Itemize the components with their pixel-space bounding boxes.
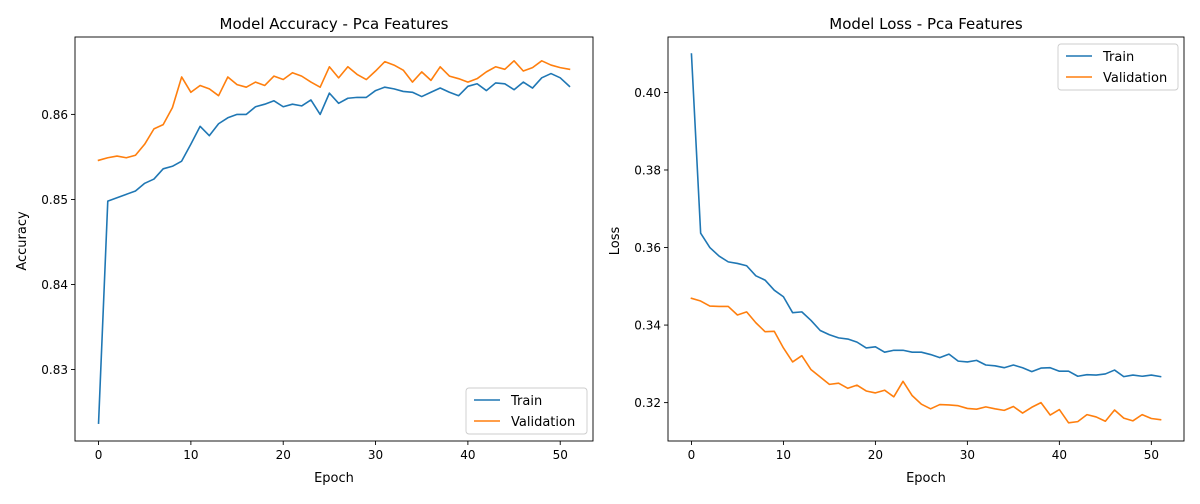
- legend-label-validation: Validation: [511, 415, 575, 430]
- x-tick-label: 40: [460, 448, 475, 462]
- x-tick-label: 40: [1052, 448, 1067, 462]
- accuracy-chart: Model Accuracy - Pca Features Epoch Accu…: [15, 15, 594, 486]
- x-axis-label: Epoch: [314, 471, 354, 486]
- series-line-train: [690, 53, 1162, 378]
- series-lines: [97, 60, 571, 424]
- loss-chart: Model Loss - Pca Features Epoch Loss 0 10…: [608, 15, 1185, 486]
- plot-frame: [667, 36, 1185, 442]
- legend: Train Validation: [465, 387, 588, 435]
- y-tick-label: 0.32: [634, 396, 661, 410]
- series-line-train: [97, 72, 571, 424]
- x-tick-label: 20: [868, 448, 883, 462]
- legend-label-train: Train: [510, 394, 542, 409]
- x-tick-label: 10: [183, 448, 198, 462]
- y-axis-label: Accuracy: [15, 211, 30, 271]
- legend-label-train: Train: [1102, 50, 1134, 65]
- chart-title: Model Accuracy - Pca Features: [220, 15, 449, 33]
- y-tick-label: 0.83: [41, 363, 68, 377]
- x-tick-label: 30: [960, 448, 975, 462]
- x-tick-label: 0: [95, 448, 103, 462]
- ticks: 0 10 20 30 40 50 0.32 0.34 0.36 0.38 0.40: [634, 86, 1159, 462]
- y-axis-label: Loss: [608, 227, 623, 256]
- x-tick-label: 50: [553, 448, 568, 462]
- series-line-validation: [97, 60, 571, 162]
- y-tick-label: 0.40: [634, 86, 661, 100]
- x-tick-label: 0: [688, 448, 696, 462]
- legend-label-validation: Validation: [1103, 71, 1167, 86]
- y-tick-label: 0.36: [634, 241, 661, 255]
- x-tick-label: 30: [368, 448, 383, 462]
- y-tick-label: 0.38: [634, 163, 661, 177]
- y-tick-label: 0.34: [634, 319, 661, 333]
- x-tick-label: 20: [276, 448, 291, 462]
- y-tick-label: 0.86: [41, 108, 68, 122]
- ticks: 0 10 20 30 40 50 0.83 0.84 0.85 0.86: [41, 108, 568, 462]
- legend: Train Validation: [1057, 43, 1179, 91]
- x-axis-label: Epoch: [906, 471, 946, 486]
- series-line-validation: [690, 297, 1162, 424]
- series-lines: [690, 53, 1162, 424]
- chart-title: Model Loss - Pca Features: [829, 15, 1023, 33]
- x-tick-label: 50: [1144, 448, 1159, 462]
- y-tick-label: 0.85: [41, 193, 68, 207]
- y-tick-label: 0.84: [41, 278, 68, 292]
- plot-frame: [74, 36, 594, 442]
- x-tick-label: 10: [776, 448, 791, 462]
